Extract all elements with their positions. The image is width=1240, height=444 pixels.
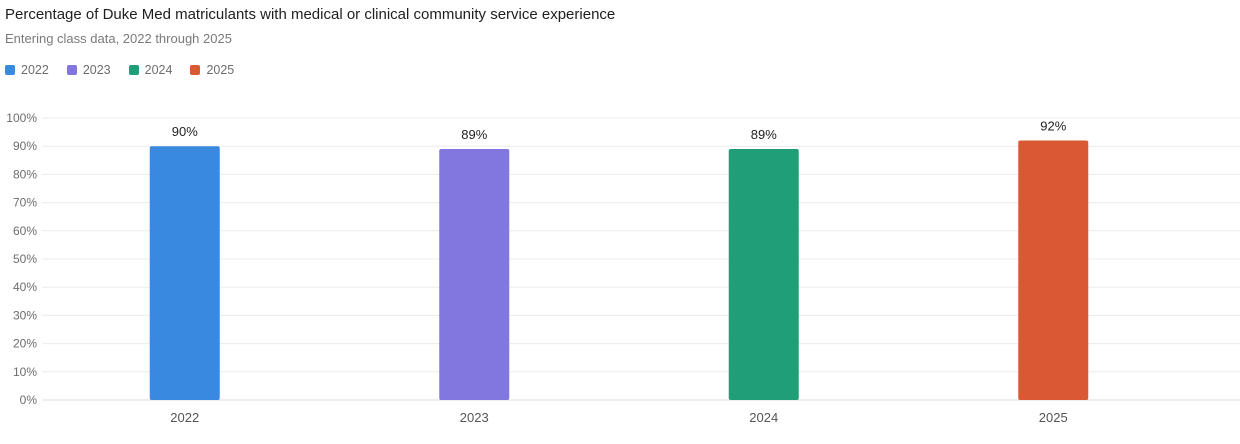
y-tick-label: 90% — [13, 139, 37, 153]
chart-title: Percentage of Duke Med matriculants with… — [5, 6, 616, 23]
y-tick-label: 100% — [6, 111, 37, 125]
x-tick-label: 2024 — [749, 410, 778, 425]
legend-label: 2025 — [206, 63, 235, 77]
bar-2025 — [1018, 140, 1089, 400]
y-tick-label: 80% — [13, 167, 37, 181]
chart-subtitle: Entering class data, 2022 through 2025 — [5, 31, 232, 46]
y-tick-label: 70% — [13, 196, 37, 210]
y-tick-label: 40% — [13, 280, 37, 294]
data-label: 89% — [751, 127, 777, 142]
legend-swatch — [128, 65, 139, 75]
x-tick-label: 2022 — [170, 410, 199, 425]
legend-item-2022[interactable]: 2022 — [5, 63, 49, 77]
data-label: 92% — [1040, 119, 1066, 134]
legend-item-2024[interactable]: 2024 — [128, 63, 173, 77]
legend: 2022 2023 2024 2025 — [5, 63, 252, 77]
bar-2022 — [149, 146, 220, 400]
y-tick-label: 60% — [13, 224, 37, 238]
legend-swatch — [66, 65, 77, 75]
legend-label: 2022 — [21, 63, 49, 77]
y-tick-label: 30% — [13, 308, 37, 322]
legend-item-2023[interactable]: 2023 — [66, 63, 111, 77]
bar-2023 — [439, 149, 510, 400]
y-tick-label: 10% — [13, 365, 37, 379]
legend-item-2025[interactable]: 2025 — [190, 63, 234, 77]
y-tick-label: 50% — [13, 252, 37, 266]
legend-label: 2023 — [82, 63, 111, 77]
legend-swatch — [5, 65, 15, 75]
data-label: 90% — [172, 124, 198, 139]
x-tick-label: 2025 — [1039, 410, 1068, 425]
data-label: 89% — [461, 127, 487, 142]
y-tick-label: 20% — [13, 337, 37, 351]
bar-2024 — [728, 149, 799, 400]
legend-label: 2024 — [144, 63, 173, 77]
x-tick-label: 2023 — [460, 410, 489, 425]
y-tick-label: 0% — [20, 393, 38, 407]
legend-swatch — [190, 65, 201, 75]
